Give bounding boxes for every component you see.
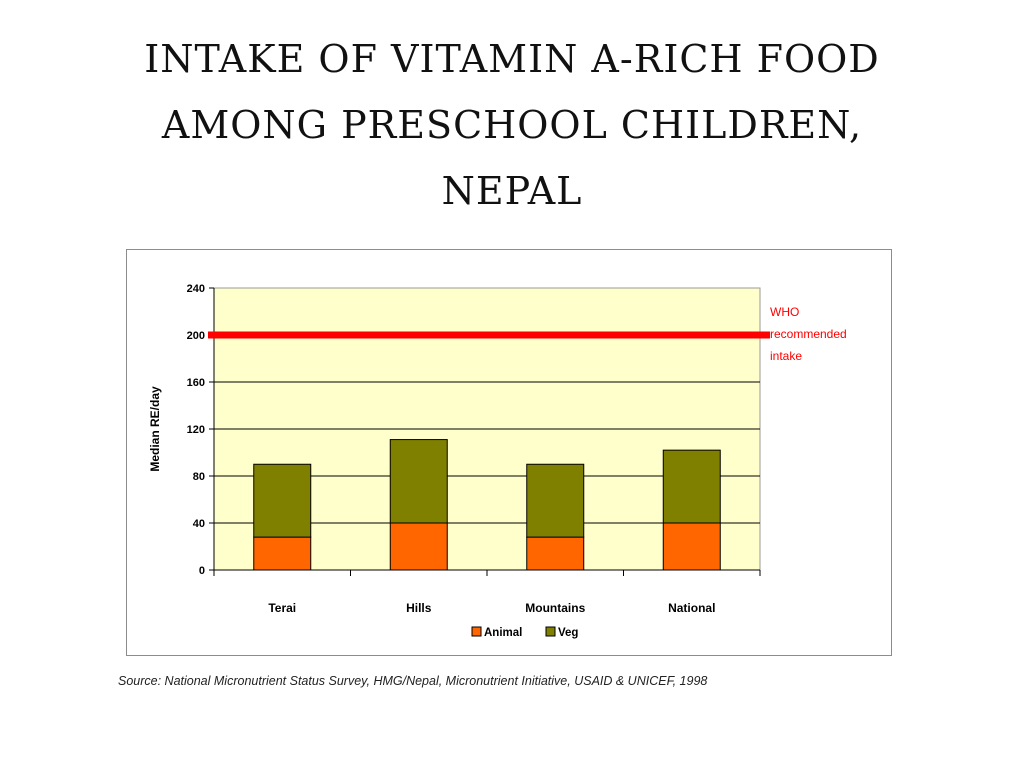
chart-frame: 0 40 80 120 160 200 240 Median RE/day Terai Hills… — [126, 249, 892, 656]
x-tick-label: National — [668, 601, 715, 615]
y-tick-label: 200 — [187, 330, 205, 342]
bar-veg-national — [662, 449, 721, 524]
y-axis-label: Median RE/day — [148, 386, 162, 472]
bar-veg-hills — [389, 439, 448, 524]
x-tick-label: Hills — [406, 601, 432, 615]
title-line-3: NEPAL — [441, 169, 583, 213]
y-tick-label: 80 — [193, 471, 205, 483]
who-reference-label: intake — [770, 349, 802, 363]
x-tick-label: Mountains — [525, 601, 585, 615]
y-tick-label: 0 — [199, 565, 205, 577]
bar-veg-mountains — [526, 463, 585, 538]
bar-animal-national — [662, 522, 721, 571]
y-tick-label: 120 — [187, 424, 205, 436]
bar-animal-mountains — [526, 536, 585, 571]
source-note: Source: National Micronutrient Status Su… — [118, 674, 708, 688]
y-tick-label: 240 — [187, 283, 205, 295]
title-line-1: INTAKE OF VITAMIN A-RICH FOOD — [144, 37, 880, 81]
y-tick-label: 160 — [187, 377, 205, 389]
stacked-bar-chart: 0 40 80 120 160 200 240 Median RE/day Terai Hills… — [148, 283, 847, 639]
legend-swatch-animal — [471, 626, 482, 637]
page-title: INTAKE OF VITAMIN A-RICH FOOD AMONG PRES… — [40, 26, 984, 224]
legend-label-animal: Animal — [484, 627, 522, 639]
legend-label-veg: Veg — [558, 627, 578, 639]
x-tick-label: Terai — [268, 601, 296, 615]
bar-animal-hills — [389, 522, 448, 571]
who-reference-label: WHO — [770, 305, 799, 319]
legend-swatch-veg — [545, 626, 556, 637]
title-line-2: AMONG PRESCHOOL CHILDREN, — [161, 103, 863, 147]
bar-animal-terai — [253, 536, 312, 571]
bar-veg-terai — [253, 463, 312, 538]
y-tick-label: 40 — [193, 518, 205, 530]
who-reference-label: recommended — [770, 327, 847, 341]
